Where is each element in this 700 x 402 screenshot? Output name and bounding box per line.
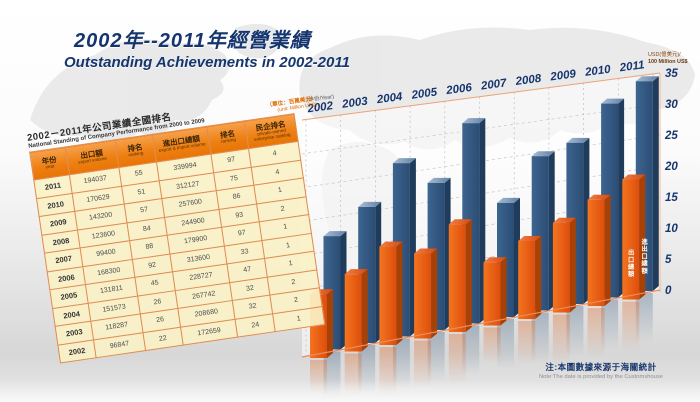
bar-series-label: 出口總額: [627, 249, 635, 279]
bar-export-2005-top: [414, 248, 438, 254]
y-tick-15: 15: [665, 192, 678, 204]
bar-export-2005-side: [431, 248, 438, 339]
bar-total-2006-top: [462, 118, 486, 124]
bar-export-2007-side: [500, 257, 507, 326]
bar-total-2011-top: [635, 76, 659, 82]
bar-export-2007: [483, 262, 501, 326]
bar-total-2007-top: [497, 197, 520, 203]
bar-total-2010-top: [601, 98, 625, 104]
bar-export-2004: [379, 246, 397, 346]
year-label-2010: 2010: [583, 64, 612, 79]
year-label-2002: 2002: [306, 100, 335, 115]
x-axis-baseline: [301, 289, 661, 358]
year-label-2007: 2007: [479, 77, 508, 92]
bar-export-2003-top: [344, 269, 368, 275]
bar-group-2009: [552, 137, 590, 364]
bar-total-2005-top: [427, 177, 451, 183]
bar-total-2004-top: [392, 158, 416, 164]
bar-export-2003: [344, 274, 362, 352]
bar-total-2009-reflection: [566, 306, 584, 357]
bar-export-2009-top: [552, 217, 576, 223]
bar-export-2004-top: [379, 241, 403, 247]
y-tick-30: 30: [665, 99, 678, 111]
bar-export-2004-side: [396, 241, 403, 346]
bar-export-2002-side: [327, 289, 333, 359]
bar-export-2006-top: [448, 219, 472, 225]
bar-total-2002-top: [323, 231, 347, 237]
bar-series-label: 進出口總額: [641, 238, 649, 275]
y-axis-unit-zh: USD(億美元)/: [648, 50, 681, 58]
y-tick-20: 20: [664, 161, 678, 173]
year-label-2008: 2008: [514, 73, 543, 88]
bar-export-2005: [414, 253, 432, 339]
year-label-2005: 2005: [410, 86, 439, 101]
year-label-2003: 2003: [341, 95, 370, 110]
bar-export-2005-reflection: [414, 340, 432, 388]
bar-total-2008-top: [531, 151, 555, 157]
bar-group-2008: [518, 151, 555, 364]
bar-export-2010-top: [587, 194, 611, 200]
bar-total-2006-reflection: [462, 325, 480, 376]
bar-total-2011-reflection: [635, 293, 653, 344]
bar-total-2009-top: [566, 137, 590, 143]
y-tick-0: 0: [665, 285, 672, 297]
y-tick-5: 5: [665, 254, 672, 266]
year-label-2009: 2009: [549, 68, 578, 83]
axis-top-edge: [301, 72, 661, 121]
page-title-zh: 2002年--2011年經營業績: [74, 30, 311, 52]
bar-export-2010-reflection: [587, 308, 605, 359]
y-tick-25: 25: [664, 130, 678, 142]
bar-export-2008-side: [535, 235, 542, 320]
bar-group-2006: [448, 118, 486, 385]
bar-export-2009-reflection: [552, 314, 570, 364]
bar-export-2008-reflection: [518, 321, 536, 364]
y-tick-10: 10: [665, 223, 678, 235]
bar-export-2006-reflection: [448, 334, 466, 385]
y-tick-35: 35: [665, 68, 678, 80]
performance-table-body: 2011 194037 55 339994 97 4 2010 170629 51 312127 7…: [33, 141, 325, 363]
bar-export-2007-top: [483, 257, 507, 263]
bar-total-2008-reflection: [531, 312, 549, 363]
year-label-2011: 2011: [618, 59, 645, 74]
year-label-2004: 2004: [375, 91, 404, 106]
year-label-2006: 2006: [445, 82, 474, 97]
bar-export-2008: [518, 240, 536, 320]
data-source-note: 注:本圖數據來源于海關統計 Note:The date is provided …: [506, 361, 696, 380]
bar-export-2011-reflection: [622, 301, 640, 352]
bar-export-2011-top: [622, 174, 646, 180]
bar-total-2004-reflection: [392, 338, 410, 389]
table-unit-label: （單位：百萬美元） (unit: Million USD): [266, 96, 318, 115]
bar-export-2010-side: [604, 194, 611, 307]
page-title: 2002年--2011年經營業績 Outstanding Achievement…: [64, 24, 350, 71]
bar-export-2007-reflection: [483, 327, 501, 363]
bar-group-2007: [483, 197, 520, 370]
bar-total-2005-reflection: [427, 331, 445, 382]
bar-total-2003-top: [358, 201, 382, 207]
bar-total-2010-reflection: [601, 299, 619, 350]
bar-export-2009-side: [569, 217, 576, 313]
page-title-en: Outstanding Achievements in 2002-2011: [64, 54, 350, 71]
bar-export-2011-side: [639, 174, 646, 300]
bar-export-2003-side: [361, 269, 368, 352]
performance-table: 年份 year 出口額 export volume 排名 ranking 進出口總額 expo…: [29, 113, 326, 364]
y-axis-unit-en: 100 Million US$: [648, 59, 688, 65]
note-zh: 注:本圖數據來源于海關統計: [545, 362, 657, 372]
bar-export-2009: [552, 222, 570, 313]
bar-export-2006: [448, 224, 466, 333]
bar-export-2006-side: [465, 219, 472, 333]
bar-export-2008-top: [518, 235, 542, 241]
bar-export-2011: [622, 179, 640, 300]
bar-total-2011-side: [652, 76, 659, 292]
bottom-fade-decoration: [0, 380, 700, 402]
bar-total-2007-reflection: [497, 319, 514, 370]
bar-export-2010: [587, 199, 605, 307]
note-en: Note:The date is provided by the Customs…: [538, 374, 664, 380]
ranking-table-container: 2002－2011年公司業績全國排名 National Standing of …: [26, 88, 349, 364]
x-axis-unit-label: (年份/Year): [306, 92, 334, 104]
